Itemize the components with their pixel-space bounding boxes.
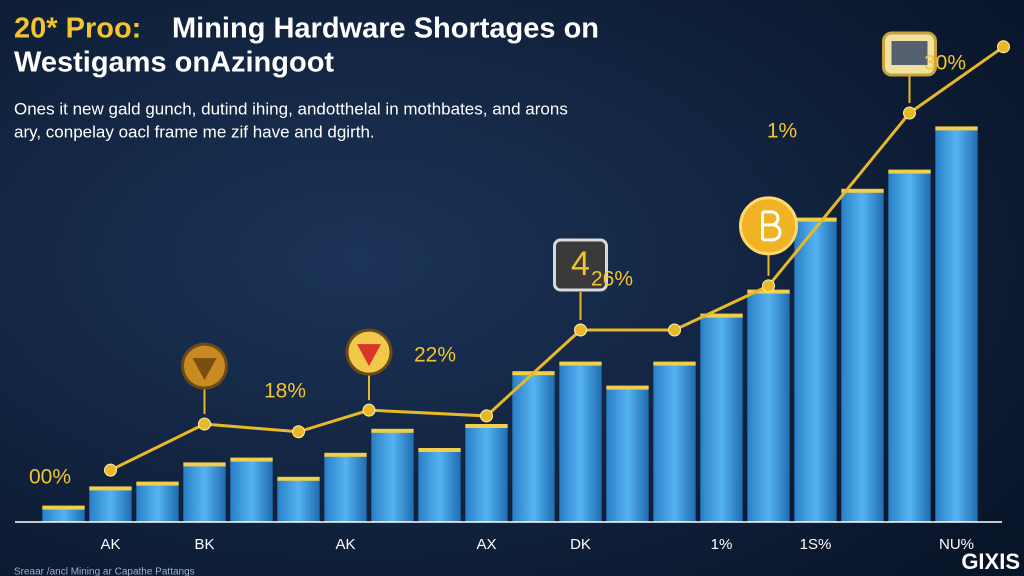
logo: GIXIS: [961, 549, 1020, 574]
x-tick-label: DK: [570, 536, 591, 553]
trend-point: [668, 323, 681, 337]
annotation: 1%: [767, 120, 797, 143]
x-tick-label: 1%: [711, 536, 733, 553]
bar: [700, 315, 743, 522]
annotation: 26%: [591, 268, 633, 291]
bar: [465, 426, 508, 522]
trend-point: [362, 403, 376, 417]
x-tick-label: AK: [100, 536, 120, 553]
trend-point: [762, 279, 775, 293]
subtitle: Ones it new gald gunch, dutind ihing, an…: [14, 99, 568, 118]
bar: [794, 219, 837, 522]
x-tick-label: AX: [476, 536, 496, 553]
x-tick-label: BK: [194, 536, 214, 553]
bar-cap: [841, 188, 884, 193]
annotation: 30%: [924, 52, 966, 75]
bar-cap: [794, 217, 837, 222]
bar-cap: [277, 476, 320, 481]
bar: [230, 459, 273, 522]
bar: [841, 190, 884, 523]
trend-point: [198, 417, 211, 431]
annotation: 18%: [264, 380, 306, 403]
title-prefix: 20* Proo:: [14, 13, 141, 45]
bar: [606, 387, 649, 522]
bar: [747, 291, 790, 522]
bar: [277, 478, 320, 522]
bar-cap: [559, 361, 602, 366]
bar-cap: [136, 481, 179, 486]
icon-screen: [891, 41, 928, 66]
chart-title: Mining Hardware Shortages on: [172, 13, 599, 45]
bar: [653, 363, 696, 522]
trend-point: [997, 40, 1010, 54]
bar-cap: [230, 457, 273, 462]
bar: [371, 430, 414, 522]
trend-line: [109, 45, 1005, 472]
trend-point: [480, 409, 493, 423]
bar-cap: [324, 452, 367, 457]
subtitle: ary, conpelay oacl frame me zif have and…: [14, 122, 375, 141]
x-tick-label: NU%: [939, 536, 974, 553]
icon-text: 4: [571, 245, 590, 283]
bar-cap: [465, 424, 508, 428]
bar-cap: [935, 126, 978, 131]
trend-point: [104, 463, 117, 477]
bar: [935, 128, 978, 522]
icon-glyph: [357, 344, 381, 367]
trend-point: [903, 106, 916, 120]
bar: [512, 373, 555, 522]
bar-cap: [183, 462, 226, 467]
bar-cap: [418, 448, 461, 452]
bar: [888, 171, 931, 522]
x-tick-label: AK: [335, 536, 355, 553]
bar: [559, 363, 602, 522]
bar-cap: [42, 505, 85, 510]
bar: [183, 464, 226, 522]
bar-cap: [653, 361, 696, 366]
bar-cap: [700, 313, 743, 318]
footer: Sreaar /ancl Mining ar Capathe Pattangs: [14, 567, 195, 576]
icon: [553, 238, 608, 292]
bar-cap: [371, 428, 414, 433]
bar: [418, 450, 461, 522]
x-tick-label: 1S%: [800, 536, 832, 553]
trend-point: [292, 425, 305, 439]
bar: [136, 483, 179, 522]
bar: [42, 507, 85, 522]
annotation: 00%: [29, 466, 71, 489]
chart-title: Westigams onAzingoot: [14, 47, 334, 79]
bar: [324, 454, 367, 522]
icon-glyph: [192, 358, 217, 381]
bar: [89, 488, 132, 522]
bar-cap: [606, 385, 649, 390]
bar-cap: [888, 169, 931, 174]
trend-point: [574, 323, 587, 337]
annotation: 22%: [414, 344, 456, 367]
bar-cap: [89, 486, 132, 491]
icon-glyph: [761, 210, 782, 242]
